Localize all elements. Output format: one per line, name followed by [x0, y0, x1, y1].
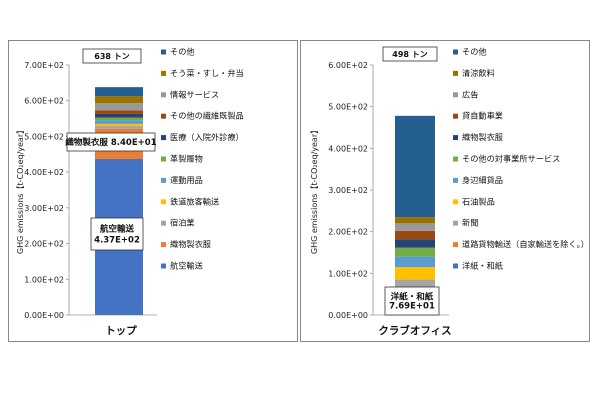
bar-segment — [395, 267, 435, 280]
chart-svg-club-office: 0.00E+00 1.00E+02 2.00E+02 3.00E+02 4.00E+02… — [310, 46, 589, 338]
bar-segment — [95, 113, 143, 118]
legend-label: 宿泊業 — [170, 218, 195, 228]
legend-label: 医療（入院外診療） — [170, 132, 244, 142]
annotation-label: 7.69E+01 — [389, 302, 435, 312]
bar-segment — [95, 126, 143, 129]
category-label-club-office: クラブオフィス — [378, 324, 451, 337]
y-tick-label: 5.00E+02 — [328, 103, 368, 112]
legend-swatch — [453, 220, 458, 226]
legend-swatch — [161, 49, 166, 55]
legend-swatch — [453, 92, 458, 98]
total-label: 498 トン — [392, 50, 427, 59]
bar-segment — [95, 103, 143, 111]
y-tick-label: 2.00E+02 — [24, 240, 64, 249]
legend-swatch — [161, 92, 166, 98]
bar-segment — [395, 247, 435, 257]
bar-segment — [95, 96, 143, 104]
legend-label: 航空輸送 — [170, 261, 203, 271]
legend-swatch — [453, 135, 458, 141]
annotation-label: 織物製衣服 8.40E+01 — [65, 137, 156, 148]
bar-segment — [95, 87, 143, 97]
y-axis-title: GHG emissions【t-CO₂eq/year】 — [16, 126, 25, 254]
legend-swatch — [161, 135, 166, 141]
legend-swatch — [453, 177, 458, 183]
total-label-box — [82, 48, 142, 64]
y-tick-label: 3.00E+02 — [328, 186, 368, 195]
y-axis-title: GHG emissions【t-CO₂eq/year】 — [310, 126, 319, 254]
legend-swatch — [453, 113, 458, 119]
legend-swatch — [453, 242, 458, 248]
legend-swatch — [453, 199, 458, 205]
legend-swatch — [453, 49, 458, 55]
bar-segment — [395, 230, 435, 240]
y-tick-label: 5.00E+02 — [24, 132, 64, 141]
bar-segment — [395, 217, 435, 224]
legend-label: 身辺細貨品 — [462, 175, 503, 185]
chart-panel-top: 0.00E+00 1.00E+02 2.00E+02 3.00E+02 4.00E+02… — [8, 40, 298, 342]
annotation-box — [90, 217, 144, 251]
legend-swatch — [161, 220, 166, 226]
y-tick-label: 7.00E+02 — [24, 61, 64, 70]
legend-label: 織物製衣服 — [170, 239, 211, 249]
y-tick-label: 4.00E+02 — [24, 168, 64, 177]
legend-swatch — [161, 242, 166, 248]
chart-svg-top: 0.00E+00 1.00E+02 2.00E+02 3.00E+02 4.00E+02… — [16, 47, 244, 338]
legend-swatch — [453, 70, 458, 76]
y-tick-label: 6.00E+02 — [328, 61, 368, 70]
legend-label: 運動用品 — [170, 175, 203, 185]
chart-panel-club-office: 0.00E+00 1.00E+02 2.00E+02 3.00E+02 4.00E+02… — [300, 40, 590, 342]
legend-label: その他の繊維既製品 — [170, 111, 244, 121]
y-tick-label: 0.00E+00 — [328, 311, 368, 320]
legend-label: そう菜・すし・弁当 — [170, 68, 244, 78]
legend-label: 広告 — [462, 89, 478, 99]
legend-label: 鉄道旅客輸送 — [170, 196, 219, 206]
annotation-label: 4.37E+02 — [94, 235, 140, 245]
y-tick-label: 4.00E+02 — [328, 144, 368, 153]
y-tick-label: 1.00E+02 — [328, 269, 368, 278]
legend-swatch — [453, 156, 458, 162]
legend-label: 織物製衣服 — [462, 132, 503, 142]
total-label: 638 トン — [94, 52, 129, 61]
legend-swatch — [161, 177, 166, 183]
y-tick-label: 0.00E+00 — [24, 311, 64, 320]
bar-segment — [95, 123, 143, 127]
y-tick-label: 1.00E+02 — [24, 275, 64, 284]
legend-swatch — [453, 263, 458, 269]
legend-swatch — [161, 199, 166, 205]
legend-label: 石油製品 — [462, 196, 495, 206]
bar-segment — [95, 120, 143, 124]
total-label-box — [382, 46, 438, 62]
bar-segment — [395, 256, 435, 268]
legend-label: 新聞 — [462, 218, 478, 228]
legend-label: 情報サービス — [170, 89, 219, 99]
annotation-box — [66, 132, 156, 152]
legend-swatch — [161, 113, 166, 119]
legend-label: その他 — [462, 47, 487, 57]
legend-label: 革製履物 — [170, 154, 203, 164]
annotation-label: 航空輸送 — [100, 224, 135, 235]
legend-label: 清涼飲料 — [462, 68, 495, 78]
category-label-top: トップ — [105, 324, 137, 337]
legend-label: 道路貨物輸送（自家輸送を除く。） — [462, 239, 589, 249]
legend-label: その他 — [170, 47, 195, 57]
bar-segment — [395, 239, 435, 248]
legend-label: 洋紙・和紙 — [462, 261, 503, 271]
y-tick-label: 3.00E+02 — [24, 204, 64, 213]
y-tick-label: 6.00E+02 — [24, 97, 64, 106]
legend-label: その他の対事業所サービス — [462, 154, 560, 164]
y-tick-label: 2.00E+02 — [328, 228, 368, 237]
legend-swatch — [161, 263, 166, 269]
bar-segment — [395, 115, 435, 218]
legend-swatch — [161, 70, 166, 76]
bar-segment — [95, 110, 143, 114]
annotation-box — [384, 286, 440, 316]
legend-label: 貸自動車業 — [462, 111, 503, 121]
bar-segment — [95, 117, 143, 121]
bar-segment — [395, 223, 435, 231]
annotation-label: 洋紙・和紙 — [391, 291, 434, 302]
legend-swatch — [161, 156, 166, 162]
